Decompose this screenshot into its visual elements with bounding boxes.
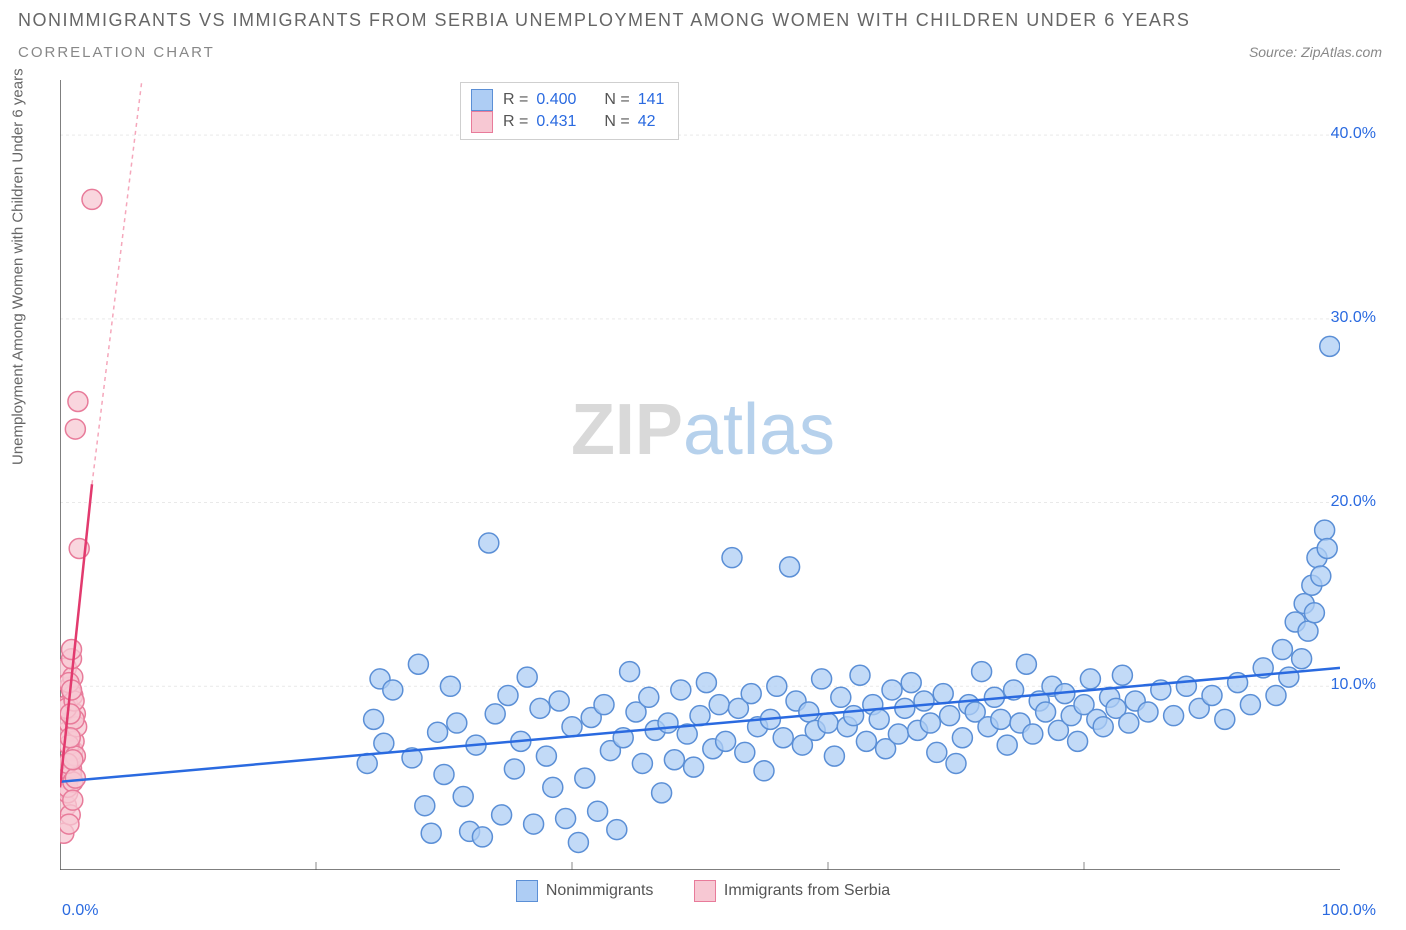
- chart-subtitle: CORRELATION CHART: [18, 44, 215, 61]
- r-value-0: 0.400: [536, 89, 576, 111]
- legend-label-1: Immigrants from Serbia: [724, 882, 890, 900]
- y-tick-label: 30.0%: [1331, 309, 1376, 327]
- swatch-immigrants: [471, 111, 493, 133]
- y-axis-label: Unemployment Among Women with Children U…: [10, 68, 27, 465]
- y-tick-label: 20.0%: [1331, 493, 1376, 511]
- n-label: N =: [604, 89, 629, 111]
- source-label: Source:: [1249, 44, 1297, 60]
- y-tick-label: 10.0%: [1331, 676, 1376, 694]
- x-axis-max-label: 100.0%: [1322, 902, 1376, 920]
- n-value-1: 42: [638, 111, 656, 133]
- stats-legend: R = 0.400 N = 141 R = 0.431 N = 42: [460, 82, 679, 140]
- page-title: NONIMMIGRANTS VS IMMIGRANTS FROM SERBIA …: [18, 10, 1190, 31]
- r-label: R =: [503, 89, 528, 111]
- n-value-0: 141: [638, 89, 665, 111]
- source-name: ZipAtlas.com: [1301, 44, 1382, 60]
- swatch-immigrants: [694, 880, 716, 902]
- legend-item-0: Nonimmigrants: [516, 880, 654, 902]
- stats-legend-row-1: R = 0.431 N = 42: [471, 111, 664, 133]
- swatch-nonimmigrants: [471, 89, 493, 111]
- swatch-nonimmigrants: [516, 880, 538, 902]
- source-attribution: Source: ZipAtlas.com: [1249, 44, 1382, 60]
- n-label: N =: [604, 111, 629, 133]
- r-label: R =: [503, 111, 528, 133]
- correlation-chart: [60, 80, 1340, 870]
- legend-label-0: Nonimmigrants: [546, 882, 654, 900]
- series-legend: Nonimmigrants Immigrants from Serbia: [0, 880, 1406, 907]
- stats-legend-row-0: R = 0.400 N = 141: [471, 89, 664, 111]
- x-axis-min-label: 0.0%: [62, 902, 98, 920]
- legend-item-1: Immigrants from Serbia: [694, 880, 890, 902]
- r-value-1: 0.431: [536, 111, 576, 133]
- y-tick-label: 40.0%: [1331, 125, 1376, 143]
